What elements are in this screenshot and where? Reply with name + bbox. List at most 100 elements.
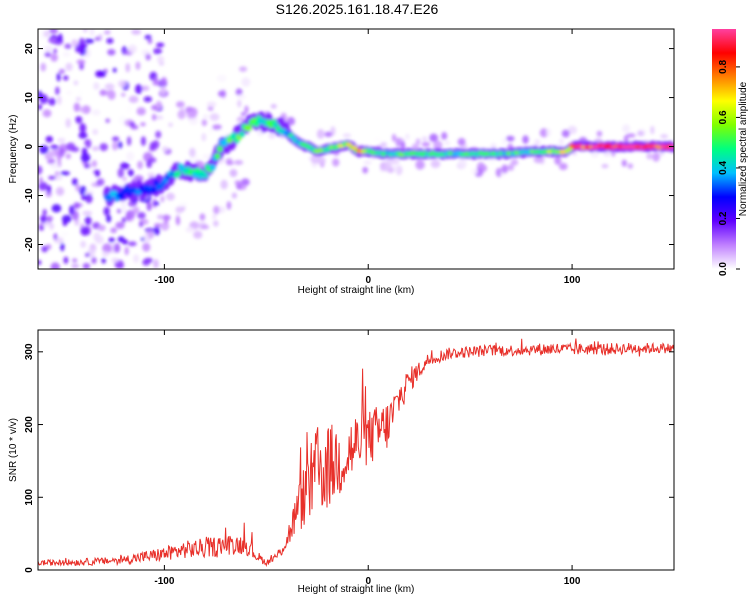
spectrogram-cell bbox=[73, 80, 79, 86]
snr-x-label: Height of straight line (km) bbox=[298, 584, 415, 595]
spectrogram-cell bbox=[546, 127, 552, 137]
spectrogram-cell bbox=[47, 38, 58, 43]
spectrogram-cell bbox=[47, 158, 56, 165]
spectrogram-cell bbox=[125, 209, 136, 220]
spectrogram-cell bbox=[310, 154, 321, 164]
spectrogram-x-tick-label: 0 bbox=[365, 275, 371, 286]
spectrogram-cell bbox=[400, 141, 406, 152]
spectrogram-ridge-core bbox=[214, 153, 221, 160]
colorbar-gradient bbox=[712, 29, 736, 269]
spectrogram-cell bbox=[78, 131, 88, 139]
spectrogram-cell bbox=[125, 62, 131, 73]
spectrogram-cell bbox=[157, 55, 165, 64]
spectrogram-cell bbox=[71, 178, 78, 186]
spectrogram-y-tick-label: -20 bbox=[24, 237, 35, 252]
spectrogram-cell bbox=[63, 256, 69, 264]
spectrogram-cell bbox=[342, 133, 352, 138]
spectrogram-cell bbox=[510, 159, 519, 166]
spectrogram-cell bbox=[38, 260, 42, 265]
spectrogram-cell bbox=[554, 155, 562, 166]
spectrogram-cell bbox=[501, 137, 507, 146]
spectrogram-cell bbox=[65, 118, 71, 128]
spectrogram-cell bbox=[143, 233, 149, 242]
spectrogram-cell bbox=[49, 163, 60, 169]
spectrogram-cell bbox=[79, 123, 87, 133]
spectrogram-cell bbox=[80, 226, 90, 236]
spectrogram-cell bbox=[44, 51, 52, 58]
spectrogram-cell bbox=[625, 133, 636, 138]
spectrogram-cell bbox=[131, 29, 142, 35]
spectrogram-y-tick-label: 0 bbox=[24, 143, 35, 149]
spectrogram-cell bbox=[120, 92, 126, 97]
spectrogram-cell bbox=[443, 140, 451, 146]
spectrogram-ridge-core bbox=[123, 185, 130, 192]
spectrogram-cell bbox=[601, 163, 609, 169]
spectrogram-cell bbox=[558, 162, 568, 171]
spectrogram-ridge-core bbox=[106, 195, 113, 202]
spectrogram-cell bbox=[155, 100, 163, 110]
spectrogram-cell bbox=[637, 130, 645, 137]
spectrogram-cell bbox=[596, 130, 603, 137]
spectrogram-cell bbox=[51, 204, 62, 213]
snr-panel: -100 0 100 0 100 200 300 Height of straight li… bbox=[8, 329, 675, 595]
snr-x-tick-label: 0 bbox=[365, 576, 371, 587]
spectrogram-heatmap bbox=[38, 29, 674, 269]
spectrogram-cell bbox=[229, 169, 238, 178]
spectrogram-cell bbox=[112, 136, 120, 142]
spectrogram-cell bbox=[212, 124, 222, 131]
spectrogram-cell bbox=[505, 135, 515, 142]
spectrogram-cell bbox=[42, 45, 47, 51]
spectrogram-cell bbox=[49, 222, 54, 230]
spectrogram-cell bbox=[168, 122, 173, 127]
spectrogram-cell bbox=[83, 29, 88, 33]
colorbar-tick-label: 0.4 bbox=[718, 161, 729, 175]
spectrogram-x-tick-label: 100 bbox=[564, 275, 581, 286]
spectrogram-cell bbox=[107, 89, 116, 100]
spectrogram-cell bbox=[48, 97, 56, 106]
spectrogram-cell bbox=[286, 117, 296, 126]
spectrogram-cell bbox=[193, 230, 203, 239]
spectrogram-cell bbox=[84, 163, 90, 169]
spectrogram-cell bbox=[103, 206, 110, 216]
spectrogram-cell bbox=[115, 221, 125, 229]
spectrogram-cell bbox=[561, 129, 570, 138]
spectrogram-cell bbox=[75, 96, 82, 102]
snr-y-tick-label: 200 bbox=[24, 416, 35, 433]
spectrogram-cell bbox=[244, 105, 249, 114]
snr-x-tick-label: 100 bbox=[564, 576, 581, 587]
spectrogram-ridge-core bbox=[246, 124, 253, 132]
spectrogram-cell bbox=[430, 159, 441, 169]
spectrogram-cell bbox=[99, 143, 109, 152]
spectrogram-cell bbox=[112, 141, 119, 151]
spectrogram-ridge-core bbox=[216, 145, 223, 153]
spectrogram-cell bbox=[415, 159, 425, 170]
spectrogram-cell bbox=[135, 84, 143, 95]
spectrogram-cell bbox=[108, 237, 115, 243]
spectrogram-cell bbox=[495, 167, 503, 178]
spectrogram-cell bbox=[47, 150, 54, 160]
spectrogram-cell bbox=[208, 127, 214, 135]
spectrogram-cell bbox=[652, 152, 660, 162]
spectrogram-cell bbox=[136, 107, 146, 116]
spectrogram-cell bbox=[38, 90, 43, 99]
spectrogram-cell bbox=[117, 80, 127, 88]
spectrogram-cell bbox=[189, 118, 198, 125]
spectrogram-cell bbox=[240, 112, 246, 117]
spectrogram-cell bbox=[395, 137, 402, 147]
spectrogram-cell bbox=[101, 251, 110, 257]
spectrogram-cell bbox=[186, 110, 197, 119]
snr-y-tick-label: 100 bbox=[24, 488, 35, 505]
spectrogram-cell bbox=[175, 216, 181, 226]
spectrogram-cell bbox=[233, 159, 244, 165]
spectrogram-cell bbox=[627, 163, 634, 169]
spectrogram-cell bbox=[391, 133, 397, 142]
spectrogram-cell bbox=[128, 241, 137, 247]
spectrogram-cell bbox=[42, 208, 47, 216]
spectrogram-cell bbox=[132, 206, 140, 214]
spectrogram-cell bbox=[63, 75, 69, 81]
spectrogram-cell bbox=[324, 131, 333, 138]
spectrogram-cell bbox=[212, 213, 217, 220]
spectrogram-cell bbox=[217, 90, 226, 97]
spectrogram-cell bbox=[154, 115, 164, 120]
